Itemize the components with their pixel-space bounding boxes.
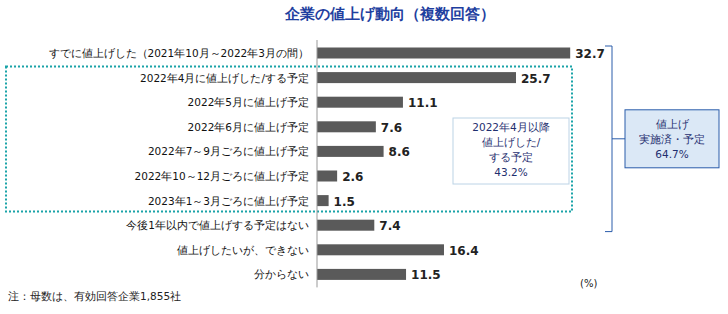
annotation-text: 2022年4月以降 xyxy=(472,121,549,133)
bar xyxy=(317,97,403,108)
bracket xyxy=(605,46,612,232)
group-box xyxy=(6,67,572,212)
chart: 企業の値上げ動向（複数回答） 32.7 すでに値上げした（2021年10月～2022… xyxy=(0,0,728,314)
category-label: 2023年1～3月ごろに値上げ予定 xyxy=(148,195,309,208)
bar xyxy=(317,244,444,255)
bar xyxy=(317,48,570,59)
category-label: 2022年7～9月ごろに値上げ予定 xyxy=(148,145,309,158)
bar xyxy=(317,146,384,157)
bar xyxy=(317,269,406,280)
annotation-text: 43.2% xyxy=(494,166,527,178)
bar xyxy=(317,171,337,182)
category-label: 今後1年以内で値上げする予定はない xyxy=(126,219,309,232)
category-label: 分からない xyxy=(254,268,309,280)
bar xyxy=(317,121,376,132)
annotation-text: 値上げした/ xyxy=(482,136,541,149)
summary-box xyxy=(625,110,719,168)
data-label: 16.4 xyxy=(449,244,479,258)
background xyxy=(0,0,728,314)
data-label: 7.4 xyxy=(379,219,400,233)
data-label: 2.6 xyxy=(342,170,363,184)
bar xyxy=(317,220,374,231)
page: {"chart_data": { "type": "bar", "orienta… xyxy=(0,0,728,314)
category-label: 2022年5月に値上げ予定 xyxy=(188,96,309,109)
data-label: 1.5 xyxy=(334,195,355,209)
axis-line xyxy=(317,40,318,287)
data-label: 25.7 xyxy=(521,72,551,86)
summary-text: 実施済・予定 xyxy=(639,133,705,145)
data-label: 11.5 xyxy=(411,268,441,282)
category-label: 値上げしたいが、できない xyxy=(177,244,309,257)
data-label: 11.1 xyxy=(408,96,438,110)
summary-text: 値上げ xyxy=(656,118,690,131)
annotation-box xyxy=(453,118,569,184)
title: 企業の値上げ動向（複数回答） xyxy=(284,5,495,23)
category-label: 2022年6月に値上げ予定 xyxy=(188,121,309,134)
bar xyxy=(317,195,329,206)
category-label: すでに値上げした（2021年10月～2022年3月の間） xyxy=(49,47,310,60)
data-label: 32.7 xyxy=(575,47,605,61)
bracket-connector xyxy=(612,138,625,139)
bars xyxy=(317,48,570,280)
data-label: 8.6 xyxy=(389,145,410,159)
category-label: 2022年4月に値上げした/する予定 xyxy=(140,72,309,85)
category-label: 2022年10～12月ごろに値上げ予定 xyxy=(135,170,309,183)
bar xyxy=(317,72,516,83)
annotation-text: する予定 xyxy=(489,151,533,164)
data-label: 7.6 xyxy=(381,121,402,135)
note: 注：母数は、有効回答企業1,855社 xyxy=(8,290,181,302)
summary-text: 64.7% xyxy=(655,148,688,160)
unit-label: (%) xyxy=(580,278,597,289)
